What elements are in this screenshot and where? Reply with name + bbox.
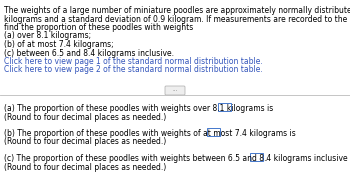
- Text: (a) The proportion of these poodles with weights over 8.1 kilograms is: (a) The proportion of these poodles with…: [4, 104, 273, 113]
- Text: Click here to view page 1 of the standard normal distribution table.: Click here to view page 1 of the standar…: [4, 57, 263, 66]
- Text: kilograms and a standard deviation of 0.9 kilogram. If measurements are recorded: kilograms and a standard deviation of 0.…: [4, 14, 350, 23]
- Text: .: .: [232, 104, 234, 113]
- Text: (Round to four decimal places as needed.): (Round to four decimal places as needed.…: [4, 163, 166, 171]
- Text: .: .: [221, 129, 223, 138]
- Text: Click here to view page 2 of the standard normal distribution table.: Click here to view page 2 of the standar…: [4, 66, 263, 74]
- Text: The weights of a large number of miniature poodles are approximately normally di: The weights of a large number of miniatu…: [4, 6, 350, 15]
- Text: find the proportion of these poodles with weights: find the proportion of these poodles wit…: [4, 23, 193, 32]
- Text: (c) between 6.5 and 8.4 kilograms inclusive.: (c) between 6.5 and 8.4 kilograms inclus…: [4, 49, 174, 57]
- FancyBboxPatch shape: [165, 86, 185, 95]
- Text: (c) The proportion of these poodles with weights between 6.5 and 8.4 kilograms i: (c) The proportion of these poodles with…: [4, 154, 350, 163]
- Text: .: .: [264, 154, 266, 163]
- Bar: [207, 128, 220, 136]
- Text: ···: ···: [172, 88, 177, 93]
- Text: (Round to four decimal places as needed.): (Round to four decimal places as needed.…: [4, 112, 166, 122]
- Text: (a) over 8.1 kilograms;: (a) over 8.1 kilograms;: [4, 32, 91, 40]
- Text: (b) The proportion of these poodles with weights of at most 7.4 kilograms is: (b) The proportion of these poodles with…: [4, 129, 296, 138]
- Bar: [250, 153, 263, 161]
- Text: (b) of at most 7.4 kilograms;: (b) of at most 7.4 kilograms;: [4, 40, 114, 49]
- Bar: [218, 103, 231, 111]
- Text: (Round to four decimal places as needed.): (Round to four decimal places as needed.…: [4, 137, 166, 146]
